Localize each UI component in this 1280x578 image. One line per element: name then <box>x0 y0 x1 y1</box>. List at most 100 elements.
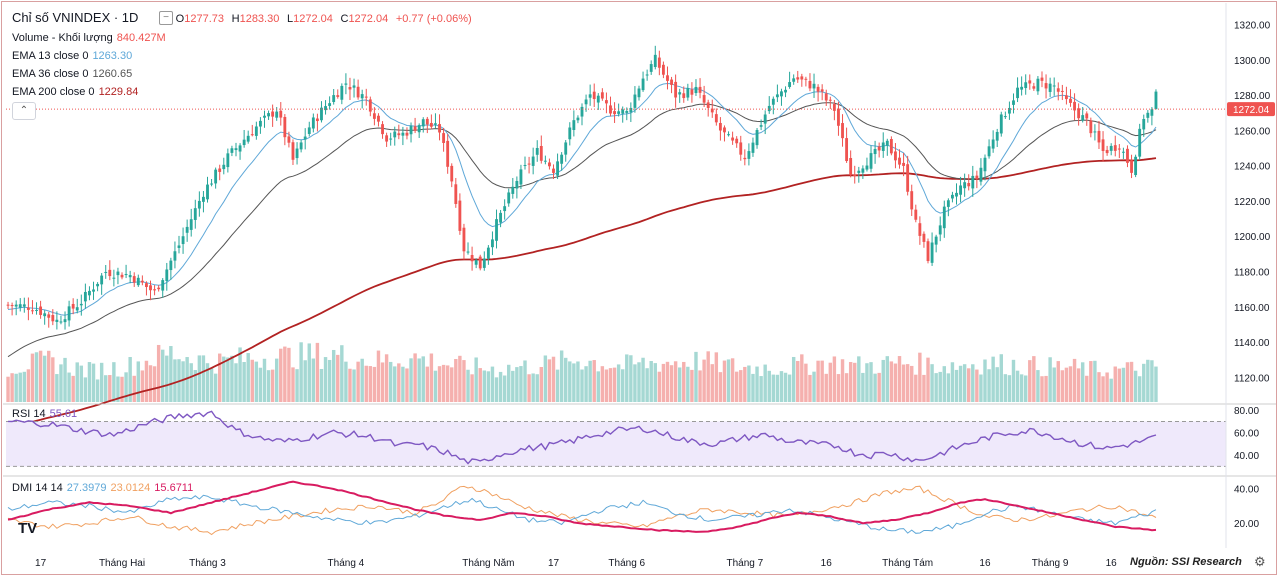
candle-body <box>63 319 67 323</box>
volume-bar <box>156 344 161 402</box>
candle-body <box>861 168 865 173</box>
volume-bar <box>169 346 173 402</box>
volume-bar <box>1048 357 1052 402</box>
volume-bar <box>755 366 759 402</box>
candle-body <box>576 117 580 121</box>
candle-body <box>222 164 226 170</box>
candle-body <box>140 280 144 283</box>
volume-bar <box>95 379 100 402</box>
candle-body <box>649 64 653 72</box>
candle-body <box>1093 131 1097 133</box>
candle-body <box>324 106 327 111</box>
candle-body <box>963 182 967 189</box>
volume-bar <box>551 356 556 402</box>
volume-bar <box>270 369 275 402</box>
candle-body <box>462 227 466 252</box>
candle-body <box>26 307 30 310</box>
candle-body <box>780 91 783 97</box>
volume-bar <box>405 368 409 402</box>
candle-body <box>1105 149 1109 154</box>
candle-body <box>446 140 450 167</box>
volume-bar <box>889 361 894 402</box>
candle-body <box>1052 85 1056 87</box>
candle-body <box>6 304 10 306</box>
candle-body <box>495 219 498 241</box>
chevron-up-icon[interactable]: ⌃ <box>12 102 36 120</box>
volume-bar <box>1028 360 1032 402</box>
volume-bar <box>201 355 206 402</box>
candle-body <box>959 185 962 195</box>
volume-bar <box>417 358 421 402</box>
rsi-band <box>6 421 1226 467</box>
candle-body <box>788 82 792 87</box>
volume-label: Volume - Khối lượng <box>12 32 113 44</box>
tradingview-logo[interactable]: TV <box>18 520 38 537</box>
volume-bar <box>1076 368 1081 402</box>
volume-bar <box>340 345 344 402</box>
candle-body <box>869 153 873 169</box>
volume-bar <box>376 350 381 402</box>
candle-body <box>104 271 108 273</box>
volume-bar <box>824 373 828 402</box>
candle-body <box>552 168 555 173</box>
volume-bar <box>726 359 731 402</box>
candle-body <box>429 122 433 127</box>
volume-bar <box>397 363 401 402</box>
candle-body <box>1154 91 1158 110</box>
volume-bar <box>999 354 1003 402</box>
candle-body <box>865 165 869 170</box>
gear-icon[interactable]: ⚙ <box>1254 554 1266 569</box>
candle-body <box>698 86 702 93</box>
candle-body <box>193 208 197 220</box>
volume-bar <box>372 366 377 402</box>
volume-bar <box>30 353 35 402</box>
candle-body <box>348 87 352 90</box>
volume-bar <box>429 353 434 402</box>
candle-body <box>967 183 971 187</box>
candle-body <box>592 91 596 100</box>
symbol-title[interactable]: Chỉ số VNINDEX · 1D <box>12 10 139 25</box>
candle-body <box>1056 88 1060 92</box>
candle-body <box>275 111 279 118</box>
candle-body <box>613 111 616 115</box>
price-tick-label: 1240.00 <box>1234 162 1271 173</box>
x-tick-label: Tháng Hai <box>99 558 145 569</box>
ema13-legend: EMA 13 close 0 1263.30 <box>12 50 132 62</box>
candle-body <box>873 148 877 155</box>
candle-body <box>100 275 104 285</box>
volume-bar <box>669 365 674 402</box>
volume-bar <box>344 361 348 402</box>
candle-body <box>377 115 380 122</box>
volume-bar <box>22 371 27 402</box>
volume-bar <box>185 357 189 402</box>
volume-bar <box>254 361 259 402</box>
candle-body <box>548 162 551 167</box>
volume-bar <box>722 360 727 402</box>
candle-body <box>185 226 189 233</box>
volume-bar <box>466 369 470 402</box>
volume-bar <box>1019 374 1024 402</box>
candle-body <box>43 313 47 317</box>
candle-body <box>686 88 690 98</box>
candle-body <box>975 175 979 180</box>
candle-body <box>824 93 828 101</box>
candle-body <box>503 206 507 212</box>
minus-icon[interactable]: − <box>159 11 173 25</box>
volume-bar <box>327 359 332 402</box>
price-tick-label: 1200.00 <box>1234 232 1271 243</box>
volume-bar <box>1032 356 1036 402</box>
candle-body <box>291 142 295 160</box>
candle-body <box>425 118 429 125</box>
candle-body <box>763 114 767 124</box>
candle-body <box>328 103 332 106</box>
x-tick-label: Tháng Tám <box>882 558 933 569</box>
volume-bar <box>1121 367 1126 402</box>
candle-body <box>946 200 950 207</box>
volume-bar <box>242 361 246 402</box>
volume-bar <box>677 367 682 402</box>
candle-body <box>31 310 34 312</box>
candle-body <box>364 96 368 98</box>
volume-bar <box>352 369 356 402</box>
candle-body <box>853 174 857 177</box>
